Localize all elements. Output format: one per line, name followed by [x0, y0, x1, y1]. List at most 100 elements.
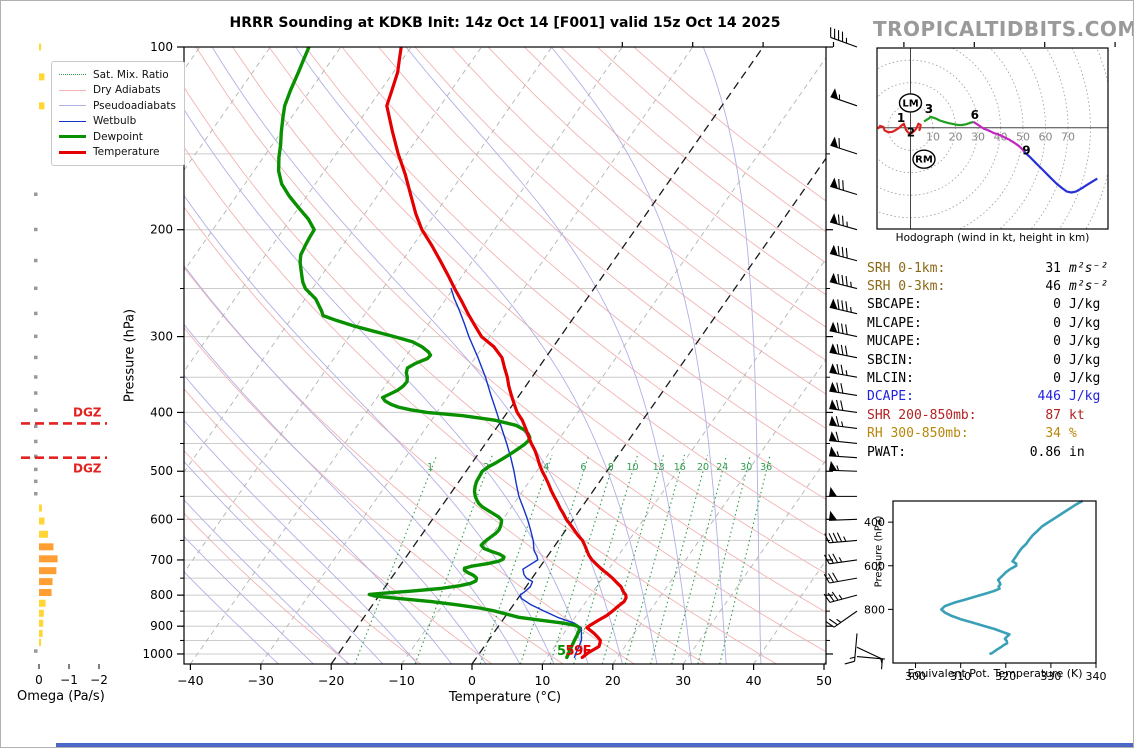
wind-barb [829, 298, 858, 315]
hodograph-ring-label: 60 [1039, 131, 1053, 144]
legend-item-label: Temperature [93, 146, 160, 159]
temperature-tick-label: −20 [318, 673, 344, 688]
pseudoadiabats [184, 47, 762, 664]
wind-barb [856, 646, 883, 670]
hodograph-segment-6-9km [972, 120, 1025, 153]
temperature-tick-label: 10 [534, 673, 550, 688]
thetae-x-tick-label: 320 [995, 670, 1016, 683]
temperature-tick-label: 0 [468, 673, 476, 688]
omega-bar [39, 588, 52, 596]
wind-barb [823, 553, 858, 565]
index-label: MLCAPE: [867, 315, 922, 331]
surface-dewpoint-f: 5 [557, 644, 566, 659]
pressure-tick-label: 100 [150, 40, 173, 54]
index-value: 0 [1053, 315, 1061, 331]
wind-barb [824, 532, 858, 544]
thetae-x-axis-title: Equivalent Pot. Temperature (K) [907, 667, 1083, 680]
wind-barb [830, 177, 858, 196]
index-row: MUCAPE: 0 J/kg [867, 333, 1127, 351]
legend-line-sample [59, 74, 86, 76]
mixing-ratio-label: 24 [716, 462, 728, 473]
omega-bar [39, 567, 57, 575]
legend-line-sample [59, 89, 86, 91]
mixing-ratio-label: 6 [580, 462, 586, 473]
index-value: 87 [1045, 407, 1061, 423]
omega-bar [39, 638, 42, 646]
pressure-tick-label: 900 [150, 619, 173, 633]
legend-item: Pseudoadiabats [59, 98, 177, 114]
omega-bar [39, 543, 54, 551]
index-unit: J/kg [1069, 315, 1101, 331]
thetae-x-tick-label: 310 [950, 670, 971, 683]
wind-barb [829, 244, 858, 262]
temperature-tick-label: −10 [388, 673, 414, 688]
wind-barb [823, 572, 858, 584]
mixing-ratio-label: 1 [427, 462, 433, 473]
legend-item-label: Wetbulb [93, 115, 137, 128]
bottom-accent-bar [56, 743, 1133, 747]
pressure-tick-label: 700 [150, 553, 173, 567]
skewt-plot-area: 1 2 4 6 8 10 13 16 20 24 30 36 [184, 47, 826, 664]
index-unit: m²s⁻² [1069, 279, 1109, 295]
surface-temp-dewpoint-label: 559F [557, 644, 592, 659]
index-value: 0.86 [1029, 444, 1061, 460]
hodograph-ring-label: 20 [949, 131, 963, 144]
mixing-ratio-label: 13 [653, 462, 665, 473]
omega-tick-label: 0 [35, 673, 43, 687]
omega-bar [39, 73, 45, 81]
hodograph-caption: Hodograph (wind in kt, height in km) [895, 232, 1090, 244]
temperature-tick-label: −40 [177, 673, 203, 688]
wind-barb [830, 136, 858, 155]
legend-line-sample [59, 105, 86, 107]
wind-barb [829, 363, 858, 378]
mixing-ratio-label: 4 [543, 462, 549, 473]
curve-temperature [385, 47, 628, 659]
index-unit: J/kg [1069, 389, 1101, 405]
wind-barb [829, 486, 857, 497]
omega-panel: DGZ DGZ 0 −1 −2 [21, 43, 108, 687]
wind-barb [828, 460, 858, 472]
hodograph-height-label: 9 [1022, 143, 1030, 157]
index-row: SBCIN: 0 J/kg [867, 351, 1127, 369]
hodograph-height-label: 1 [897, 111, 905, 125]
omega-bar [39, 504, 42, 512]
index-label: MLCIN: [867, 371, 914, 387]
hodograph-segment-9-12km [1023, 150, 1098, 194]
hodograph-height-label: 6 [971, 108, 979, 122]
index-row: SRH 0-1km: 31 m²s⁻² [867, 259, 1127, 277]
mixing-ratio-label: 16 [674, 462, 686, 473]
page-title: HRRR Sounding at KDKB Init: 14z Oct 14 [… [229, 15, 781, 31]
pressure-tick-label: 200 [150, 223, 173, 237]
index-unit: J/kg [1069, 352, 1101, 368]
watermark-logo: TROPICALTIDBITS.COM [873, 17, 1134, 41]
hodograph-ring-label: 30 [971, 131, 985, 144]
wind-barb [829, 399, 858, 413]
legend-item-label: Dry Adiabats [93, 84, 161, 97]
thetae-y-axis-title: Pressure (hPa) [873, 515, 885, 588]
wind-barb [829, 321, 858, 338]
mixing-ratio-label: 30 [740, 462, 752, 473]
pressure-tick-label: 800 [150, 588, 173, 602]
wind-barb [829, 381, 858, 396]
index-row: PWAT: 0.86 in [867, 443, 1127, 461]
index-row: SRH 0-3km: 46 m²s⁻² [867, 277, 1127, 295]
wind-barb [828, 510, 858, 521]
hodograph-segment-0-3km [877, 122, 922, 135]
index-unit: in [1069, 444, 1085, 460]
indices-panel: SRH 0-1km: 31 m²s⁻² SRH 0-3km: 46 m²s⁻² SBCAPE… [867, 259, 1127, 461]
wind-barb [844, 633, 858, 665]
hodograph-ring-label: 10 [926, 131, 940, 144]
hodograph-height-label: 3 [925, 102, 933, 116]
index-row: SBCAPE: 0 J/kg [867, 296, 1127, 314]
dgz-label: DGZ [73, 462, 102, 476]
legend-line-sample [59, 120, 86, 122]
index-unit: % [1069, 426, 1077, 442]
thetae-y-tick-label: 800 [864, 603, 885, 616]
thetae-x-tick-label: 340 [1086, 670, 1107, 683]
omega-bar [39, 609, 44, 617]
wind-barb [830, 27, 858, 48]
dgz-label: DGZ [73, 405, 102, 419]
skewt-y-axis-title: Pressure (hPa) [122, 308, 138, 403]
